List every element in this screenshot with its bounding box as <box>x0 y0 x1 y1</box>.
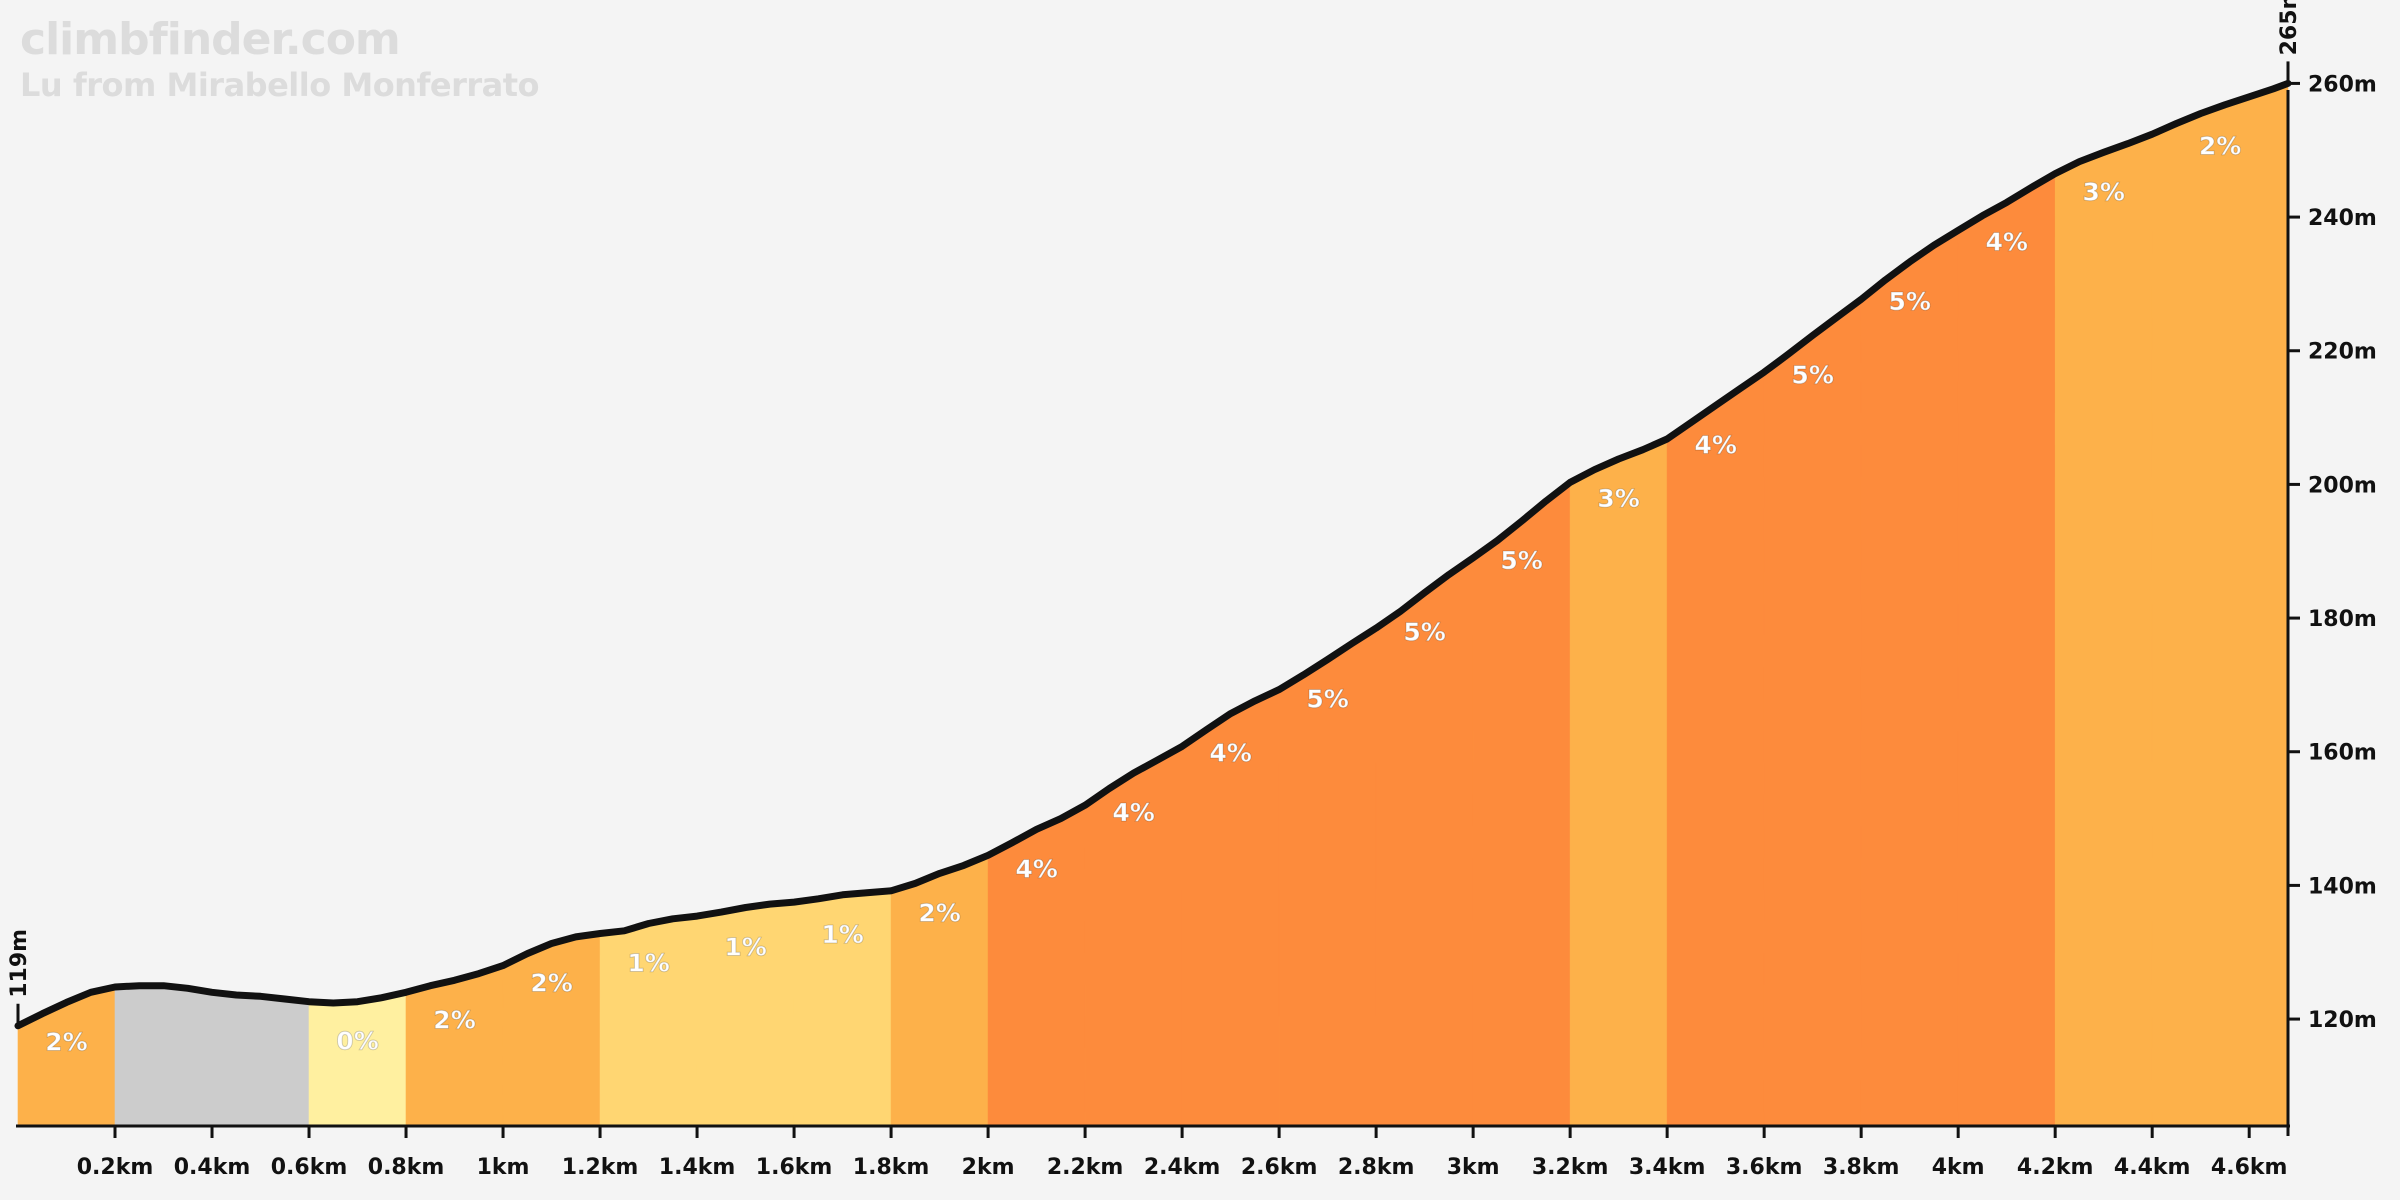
x-tick-label: 1.6km <box>756 1155 833 1180</box>
x-tick-label: 2km <box>962 1155 1015 1180</box>
grade-label: 2% <box>918 898 960 927</box>
x-tick-label: 1.8km <box>853 1155 930 1180</box>
profile-line <box>14 79 2292 1030</box>
segment-area-19 <box>1957 173 2056 1127</box>
x-tick-label: 1.4km <box>659 1155 736 1180</box>
grade-label: 3% <box>1597 484 1639 513</box>
grade-label: 1% <box>627 948 669 977</box>
grade-label: 4% <box>1015 854 1057 883</box>
x-tick-label: 0.2km <box>77 1155 154 1180</box>
y-tick-label: 160m <box>2308 741 2377 766</box>
x-tick-label: 1.2km <box>562 1155 639 1180</box>
x-tick-label: 1km <box>477 1155 530 1180</box>
y-tick-label: 260m <box>2308 72 2377 97</box>
end-elevation-label: 265m <box>2277 0 2302 55</box>
x-tick-label: 0.8km <box>368 1155 445 1180</box>
grade-label: 5% <box>1888 287 1930 316</box>
x-tick-label: 2.6km <box>1241 1155 1318 1180</box>
x-tick-label: 3.4km <box>1629 1155 1706 1180</box>
segment-area-4 <box>502 933 601 1127</box>
segment-area-21 <box>2151 82 2289 1127</box>
x-tick-label: 3.8km <box>1823 1155 1900 1180</box>
segment-area-1 <box>114 985 310 1127</box>
y-tick-label: 140m <box>2308 874 2377 899</box>
grade-label: 1% <box>821 920 863 949</box>
grade-label: 2% <box>2199 132 2241 161</box>
grade-label: 4% <box>1694 431 1736 460</box>
grade-label: 3% <box>2082 177 2124 206</box>
start-elevation-label: 119m <box>7 929 32 998</box>
segment-area-17 <box>1763 298 1862 1127</box>
x-tick-label: 3km <box>1447 1155 1500 1180</box>
x-tick-label: 4.6km <box>2211 1155 2288 1180</box>
y-tick-label: 180m <box>2308 607 2377 632</box>
grade-label: 4% <box>1985 227 2027 256</box>
grade-label: 2% <box>530 969 572 998</box>
x-tick-label: 0.6km <box>271 1155 348 1180</box>
segment-area-14 <box>1472 481 1571 1127</box>
segment-area-16 <box>1666 371 1765 1127</box>
segment-area-18 <box>1860 229 1959 1127</box>
grade-label: 5% <box>1500 546 1542 575</box>
grade-label: 5% <box>1791 360 1833 389</box>
site-watermark: climbfinder.com <box>20 14 401 65</box>
y-tick-label: 120m <box>2308 1008 2377 1033</box>
segment-area-2 <box>308 991 407 1127</box>
y-tick-label: 240m <box>2308 206 2377 231</box>
y-tick-label: 200m <box>2308 473 2377 498</box>
segment-area-15 <box>1569 438 1668 1127</box>
x-tick-label: 2.8km <box>1338 1155 1415 1180</box>
grade-label: 4% <box>1209 739 1251 768</box>
grade-label: 2% <box>45 1027 87 1056</box>
segment-area-20 <box>2054 133 2153 1127</box>
grade-label: 2% <box>433 1005 475 1034</box>
grade-label: 5% <box>1306 685 1348 714</box>
x-tick-label: 4km <box>1932 1155 1985 1180</box>
segment-area-8 <box>890 854 989 1127</box>
grade-label: 0% <box>336 1027 378 1056</box>
y-tick-label: 220m <box>2308 340 2377 365</box>
x-tick-label: 2.4km <box>1144 1155 1221 1180</box>
x-tick-label: 3.6km <box>1726 1155 1803 1180</box>
x-tick-label: 4.4km <box>2114 1155 2191 1180</box>
grade-label: 4% <box>1112 798 1154 827</box>
x-tick-label: 3.2km <box>1532 1155 1609 1180</box>
segment-area-0 <box>17 986 116 1127</box>
x-tick-label: 0.4km <box>174 1155 251 1180</box>
grade-label: 5% <box>1403 618 1445 647</box>
x-tick-label: 2.2km <box>1047 1155 1124 1180</box>
climb-name: Lu from Mirabello Monferrato <box>20 66 540 104</box>
x-tick-label: 4.2km <box>2017 1155 2094 1180</box>
grade-label: 1% <box>724 932 766 961</box>
